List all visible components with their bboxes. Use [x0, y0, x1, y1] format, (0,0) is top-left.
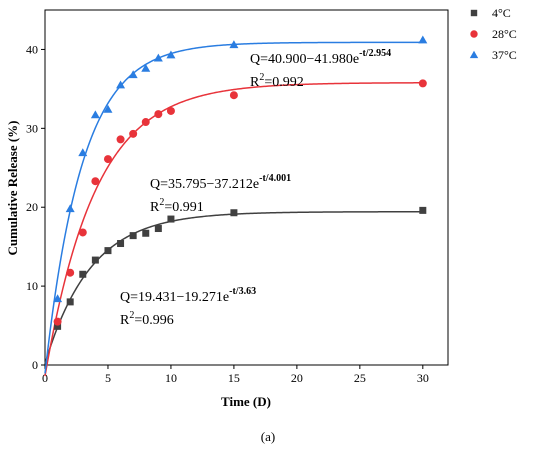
axis-ticks: 0 5 10 15 20 25 30 0 10 20 30 40: [26, 42, 429, 385]
data-point-triangle: [128, 70, 138, 79]
data-points: [53, 35, 428, 330]
fit-equations: Q=19.431−19.271e-t/3.63R2=0.996Q=35.795−…: [120, 48, 391, 328]
data-point-triangle: [229, 40, 239, 49]
x-tick-label: 15: [228, 371, 240, 385]
fit-equation: Q=19.431−19.271e-t/3.63: [120, 286, 256, 305]
data-point-square: [91, 256, 99, 264]
fit-equation: Q=35.795−37.212e-t/4.001: [150, 173, 291, 192]
data-point-circle: [154, 110, 163, 119]
fit-equation-main: Q=40.900−41.980e: [250, 52, 359, 67]
legend-label: 37°C: [492, 48, 517, 62]
data-point-circle: [66, 268, 75, 277]
r-squared-value: =0.996: [134, 313, 173, 328]
data-point-circle: [418, 79, 427, 88]
data-point-square: [66, 298, 74, 306]
r-squared-power: 2: [159, 197, 164, 208]
data-point-triangle: [153, 53, 163, 62]
data-point-square: [129, 232, 137, 240]
y-tick-label: 20: [26, 200, 38, 214]
fit-r-squared: R2=0.991: [150, 197, 204, 215]
r-squared-prefix: R: [250, 75, 260, 90]
data-point-triangle: [65, 204, 75, 213]
data-point-triangle: [141, 63, 151, 72]
data-point-circle: [78, 228, 87, 237]
fit-equation-exponent: -t/3.63: [229, 286, 256, 297]
legend: 4°C 28°C 37°C: [469, 6, 517, 62]
data-point-square: [167, 215, 175, 223]
data-point-circle: [103, 155, 112, 164]
r-squared-prefix: R: [120, 313, 130, 328]
data-point-circle: [470, 30, 478, 38]
x-axis-title: Time (D): [221, 394, 271, 409]
x-tick-label: 0: [42, 371, 48, 385]
figure-caption: (a): [261, 429, 275, 444]
data-point-square: [154, 225, 162, 233]
data-point-circle: [53, 317, 62, 326]
data-point-circle: [91, 177, 100, 186]
data-point-square: [104, 247, 112, 255]
r-squared-value: =0.992: [264, 75, 303, 90]
x-tick-label: 20: [291, 371, 303, 385]
data-point-triangle: [469, 50, 479, 59]
data-point-square: [117, 240, 125, 248]
data-point-triangle: [78, 148, 88, 157]
y-tick-label: 40: [26, 42, 38, 56]
data-point-triangle: [103, 104, 113, 113]
fit-equation-main: Q=19.431−19.271e: [120, 290, 229, 305]
r-squared-power: 2: [259, 72, 264, 83]
data-point-square: [79, 270, 87, 278]
data-point-triangle: [53, 294, 63, 303]
legend-label: 4°C: [492, 6, 511, 20]
x-tick-label: 5: [105, 371, 111, 385]
x-tick-label: 10: [165, 371, 177, 385]
fit-curve-line: [44, 82, 423, 377]
data-point-triangle: [116, 80, 126, 89]
data-point-circle: [166, 106, 175, 115]
y-tick-label: 0: [32, 358, 38, 372]
data-point-triangle: [418, 35, 428, 44]
y-tick-label: 30: [26, 121, 38, 135]
fit-equation-main: Q=35.795−37.212e: [150, 177, 259, 192]
y-tick-label: 10: [26, 279, 38, 293]
data-point-circle: [141, 118, 150, 127]
fit-equation-exponent: -t/2.954: [359, 48, 391, 59]
fit-equation-exponent: -t/4.001: [259, 173, 291, 184]
r-squared-value: =0.991: [164, 200, 203, 215]
data-point-circle: [116, 135, 125, 144]
data-point-square: [419, 206, 427, 214]
data-point-square: [54, 322, 62, 330]
data-point-square: [142, 229, 150, 237]
data-point-triangle: [166, 50, 176, 59]
data-point-square: [470, 9, 478, 17]
data-point-triangle: [90, 110, 100, 119]
x-tick-label: 25: [354, 371, 366, 385]
r-squared-power: 2: [129, 310, 134, 321]
data-point-square: [230, 209, 238, 217]
x-tick-label: 30: [417, 371, 429, 385]
data-point-circle: [129, 129, 138, 138]
fit-equation: Q=40.900−41.980e-t/2.954: [250, 48, 391, 67]
fit-r-squared: R2=0.996: [120, 310, 174, 328]
legend-label: 28°C: [492, 27, 517, 41]
y-axis-title: Cumulative Release (%): [5, 120, 20, 255]
r-squared-prefix: R: [150, 200, 160, 215]
plot-frame: [44, 9, 449, 366]
fit-r-squared: R2=0.992: [250, 72, 304, 90]
data-point-circle: [229, 91, 238, 100]
